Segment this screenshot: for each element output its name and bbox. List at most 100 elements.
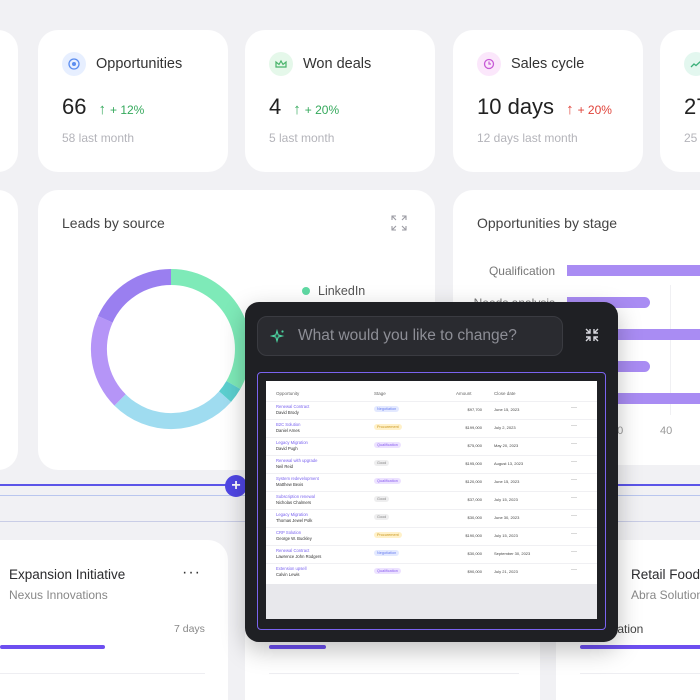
stage-badge: Good — [374, 460, 390, 466]
stage-badge: Good — [374, 496, 390, 502]
expand-icon[interactable] — [390, 214, 408, 232]
kpi-subtext: 5 last month — [269, 131, 335, 145]
gridline — [670, 285, 671, 415]
kpi-value: 10 days — [477, 94, 555, 119]
legend-dot — [302, 287, 310, 295]
amount: $199,000 — [465, 425, 482, 430]
ai-edit-overlay: Opportunity Stage Amount Close date Rene… — [245, 302, 618, 642]
row-menu-icon[interactable]: — — [571, 531, 577, 537]
stage-badge: Good — [374, 514, 390, 520]
separator — [580, 673, 700, 674]
row-menu-icon[interactable]: — — [571, 459, 577, 465]
opportunity-link[interactable]: Subscription renewal — [276, 494, 315, 499]
opportunity-link[interactable]: B2C Solution — [276, 422, 301, 427]
contact-name: Lawrence John Rodgers — [276, 554, 322, 559]
amount: $30,000 — [467, 551, 482, 556]
row-menu-icon[interactable]: — — [571, 423, 577, 429]
bar-label: Qualification — [488, 264, 555, 278]
stage-badge: Procurement — [374, 424, 402, 430]
contact-name: David Brody — [276, 410, 299, 415]
table-header: Close date — [494, 391, 516, 396]
arrow-up-icon: ↑ — [293, 101, 301, 118]
row-menu-icon[interactable]: — — [571, 513, 577, 519]
row-menu-icon[interactable]: — — [571, 477, 577, 483]
deal-card[interactable]: Expansion Initiative Nexus Innovations ·… — [0, 540, 228, 700]
table-row[interactable]: Renewal Contract David Brody Negotiation $9… — [266, 401, 597, 419]
add-widget-button[interactable]: + — [225, 475, 247, 497]
stage-badge: Negotiation — [374, 550, 400, 556]
table-header: Opportunity — [276, 391, 300, 396]
close-date: June 30, 2023 — [494, 515, 520, 520]
trend-icon — [684, 52, 700, 76]
kpi-card-partial-right[interactable]: 27 25 — [660, 30, 700, 172]
opportunity-link[interactable]: Legacy Migration — [276, 512, 308, 517]
opportunity-link[interactable]: Renewal Contract — [276, 548, 310, 553]
collapse-icon[interactable] — [585, 328, 599, 342]
kpi-card-won-deals[interactable]: Won deals 4 ↑ + 20% 5 last month — [245, 30, 435, 172]
target-icon — [62, 52, 86, 76]
table-row[interactable]: B2C Solution Daniel Arnes Procurement $199,… — [266, 419, 597, 437]
table-row[interactable]: Subscription renewal Nicholas Chalmers Goo… — [266, 491, 597, 509]
stage-badge: Negotiation — [374, 406, 400, 412]
deal-stage: tation — [614, 622, 644, 636]
table-row[interactable]: CRP Solution George W. Buckley Procurement… — [266, 527, 597, 545]
amount: $90,000 — [467, 569, 482, 574]
opportunity-link[interactable]: System redevelopment — [276, 476, 319, 481]
clock-icon — [477, 52, 501, 76]
close-date: June 15, 2023 — [494, 407, 520, 412]
amount: $120,000 — [465, 479, 482, 484]
bar-stage-3[interactable] — [567, 329, 700, 340]
kpi-value: 66 — [62, 94, 87, 119]
kpi-subtext: 12 days last month — [477, 131, 578, 145]
ai-prompt-input[interactable] — [298, 327, 548, 345]
table-row[interactable]: Extension upsell Calvin Lewis Qualificatio… — [266, 563, 597, 581]
close-date: May 20, 2023 — [494, 443, 519, 448]
kpi-subtext: 58 last month — [62, 131, 135, 145]
row-menu-icon[interactable]: — — [571, 495, 577, 501]
sparkle-icon — [270, 328, 285, 344]
kpi-title: Won deals — [303, 56, 372, 72]
bar-qualification[interactable] — [567, 265, 700, 276]
deal-progress-bar — [580, 645, 700, 649]
deal-progress-bar — [269, 645, 326, 649]
opportunity-link[interactable]: Legacy Migration — [276, 440, 308, 445]
arrow-up-icon: ↑ — [98, 101, 106, 118]
opportunity-link[interactable]: Renewal Contract — [276, 404, 310, 409]
contact-name: Nicholas Chalmers — [276, 500, 312, 505]
kpi-delta: ↑ + 20% — [566, 101, 612, 118]
opportunity-link[interactable]: CRP Solution — [276, 530, 302, 535]
kpi-title: Opportunities — [96, 56, 183, 72]
opportunity-link[interactable]: Renewal with upgrade — [276, 458, 318, 463]
deal-duration: 7 days — [174, 623, 205, 635]
opportunity-link[interactable]: Extension upsell — [276, 566, 307, 571]
kpi-subtext: 25 — [684, 131, 698, 145]
preview-frame: Opportunity Stage Amount Close date Rene… — [257, 372, 606, 630]
contact-name: Daniel Arnes — [276, 428, 300, 433]
table-row[interactable]: Renewal Contract Lawrence John Rodgers Neg… — [266, 545, 597, 563]
row-menu-icon[interactable]: — — [571, 441, 577, 447]
table-row[interactable]: System redevelopment Matthew Bexis Qualifi… — [266, 473, 597, 491]
kpi-card-opportunities[interactable]: Opportunities 66 ↑ + 12% 58 last month — [38, 30, 228, 172]
bar-stage-5[interactable] — [567, 393, 700, 404]
close-date: July 15, 2023 — [494, 533, 518, 538]
table-row[interactable]: Legacy Migration David Pugh Qualification $… — [266, 437, 597, 455]
separator — [0, 673, 205, 674]
deal-company: Nexus Innovations — [9, 588, 108, 602]
row-menu-icon[interactable]: — — [571, 549, 577, 555]
ai-prompt-box[interactable] — [257, 316, 563, 356]
row-menu-icon[interactable]: — — [571, 405, 577, 411]
amount: $75,000 — [467, 443, 482, 448]
more-options-icon[interactable]: ··· — [182, 564, 201, 581]
contact-name: Matthew Bexis — [276, 482, 304, 487]
row-menu-icon[interactable]: — — [571, 567, 577, 573]
arrow-up-icon: ↑ — [566, 101, 574, 118]
kpi-title: Sales cycle — [511, 56, 585, 72]
amount: $195,000 — [465, 461, 482, 466]
stage-badge: Procurement — [374, 532, 402, 538]
close-date: September 30, 2023 — [494, 551, 531, 556]
table-row[interactable]: Legacy Migration Thomas Jewel Polk Good $30… — [266, 509, 597, 527]
kpi-card-sales-cycle[interactable]: Sales cycle 10 days ↑ + 20% 12 days last… — [453, 30, 643, 172]
deal-company: Abra Solution — [631, 588, 700, 602]
kpi-delta: ↑ + 12% — [98, 101, 145, 118]
table-row[interactable]: Renewal with upgrade Neil Reid Good $195,00… — [266, 455, 597, 473]
